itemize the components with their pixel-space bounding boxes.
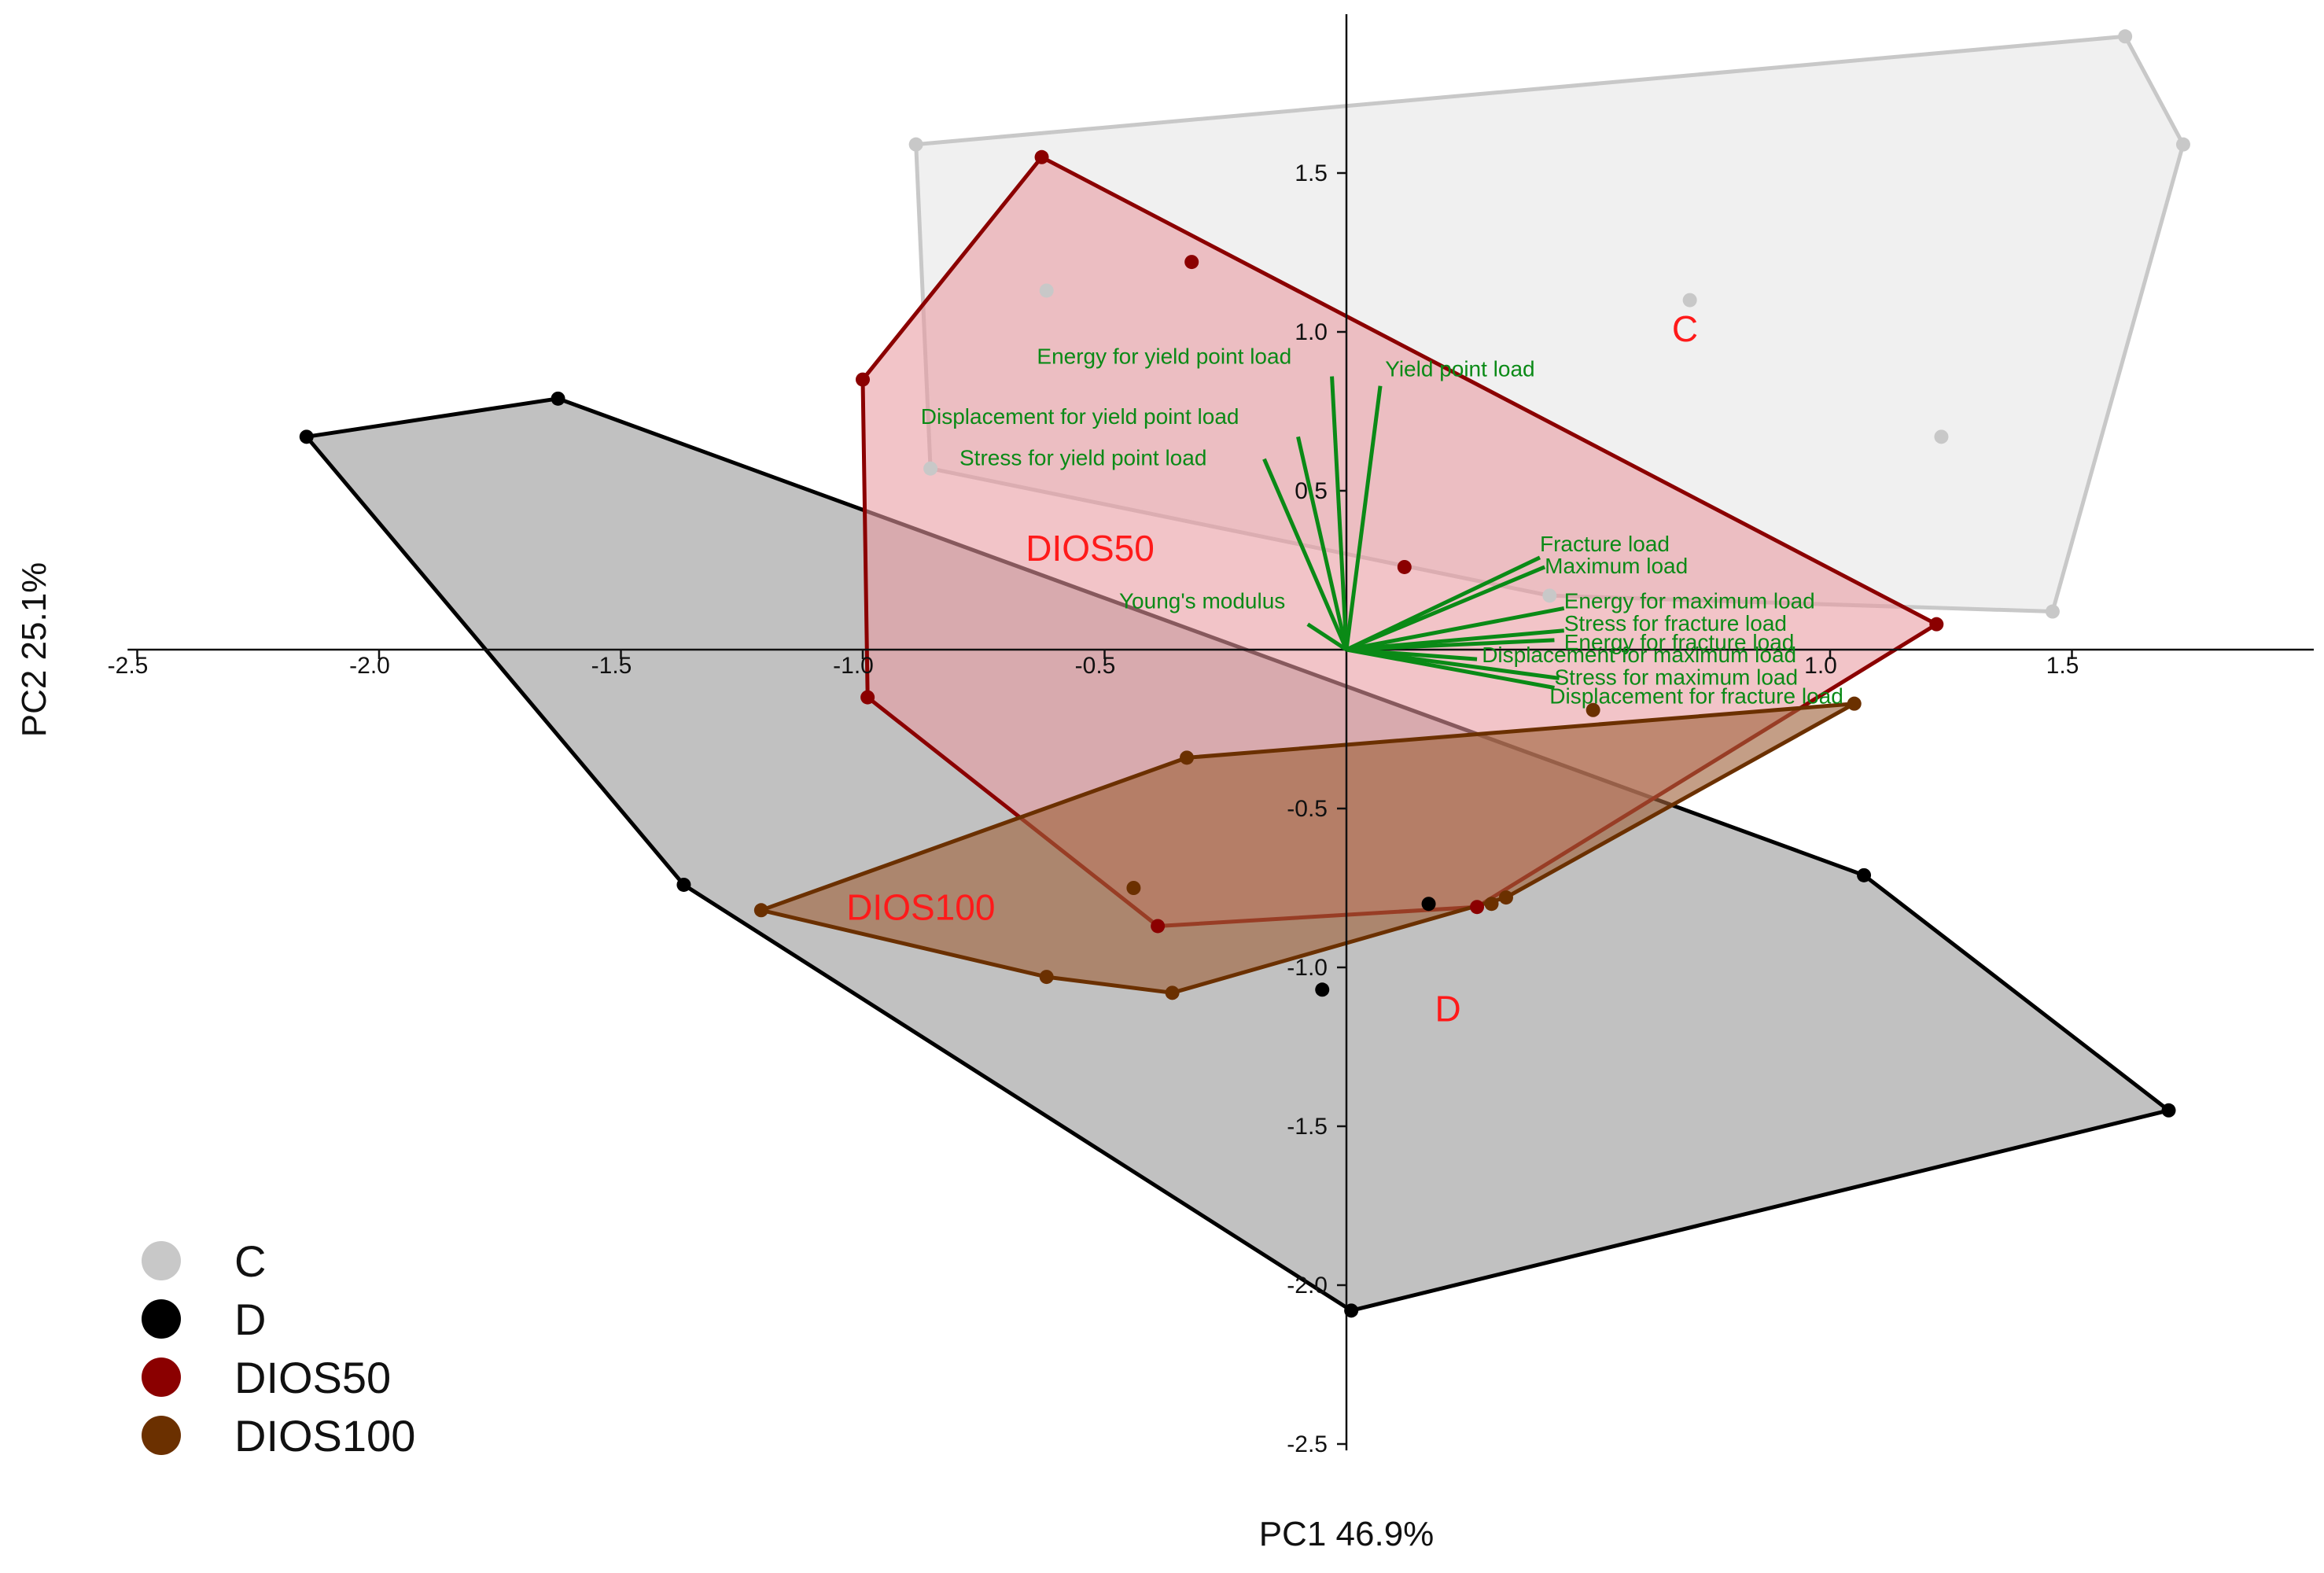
legend: CD DIOS50 DIOS100 <box>142 1236 415 1461</box>
loading-label-fracture-load: Fracture load <box>1540 532 1670 556</box>
y-tick-label: 1.0 <box>1295 319 1328 345</box>
legend-label-d: D <box>234 1295 266 1344</box>
loading-label-energy-for-maximum-load: Energy for maximum load <box>1564 588 1815 613</box>
loading-label-energy-for-yield-point-load: Energy for yield point load <box>1037 344 1291 368</box>
x-tick-label: -2.0 <box>349 653 390 679</box>
y-tick-label: -2.5 <box>1287 1431 1328 1457</box>
group-label-dios100: DIOS100 <box>846 886 995 927</box>
point-dios100 <box>1498 890 1513 905</box>
loading-label-maximum-load: Maximum load <box>1545 554 1688 578</box>
loading-vector-yield-point-load <box>1344 385 1383 650</box>
loading-vectors: Energy for yield point load Yield point l… <box>921 344 1843 708</box>
loading-label-stress-for-maximum-load: Stress for maximum load <box>1554 665 1798 689</box>
loading-vector-young-s-modulus <box>1306 622 1348 652</box>
point-dios100 <box>753 903 768 918</box>
point-dios50 <box>1397 559 1412 574</box>
point-c <box>923 461 938 476</box>
loading-label-stress-for-yield-point-load: Stress for yield point load <box>959 446 1206 470</box>
point-dios50 <box>1929 617 1944 632</box>
point-d <box>676 877 691 892</box>
y-tick-label: -1.5 <box>1287 1114 1328 1140</box>
loading-vector-energy-for-fracture-load <box>1346 638 1555 652</box>
y-tick-label: -2.0 <box>1287 1273 1328 1299</box>
x-tick-label: 1.0 <box>1804 653 1837 679</box>
point-d <box>551 391 565 406</box>
loading-label-young-s-modulus: Young's modulus <box>1119 588 1285 613</box>
point-dios100 <box>1180 750 1195 765</box>
loading-vector-energy-for-maximum-load <box>1346 606 1565 652</box>
point-dios100 <box>1847 696 1862 711</box>
legend-label-dios100: DIOS100 <box>234 1411 415 1461</box>
loading-label-yield-point-load: Yield point load <box>1385 357 1534 381</box>
legend-marker-dios50 <box>142 1357 181 1397</box>
loading-vector-maximum-load <box>1346 565 1546 652</box>
point-c <box>1934 429 1949 444</box>
point-c <box>2118 29 2133 44</box>
point-c <box>1682 293 1697 308</box>
point-d <box>1421 897 1436 912</box>
point-c <box>908 137 923 152</box>
point-dios50 <box>856 372 870 387</box>
loading-vector-displacement-for-yield-point-load <box>1296 436 1349 650</box>
point-d <box>2161 1103 2176 1118</box>
point-d <box>299 429 314 444</box>
y-axis-title: PC2 25.1% <box>15 562 53 738</box>
legend-label-c: C <box>234 1236 266 1286</box>
point-dios50 <box>1034 149 1049 164</box>
loading-label-stress-for-fracture-load: Stress for fracture load <box>1564 611 1787 635</box>
x-tick-label: -0.5 <box>1075 653 1116 679</box>
point-d <box>1315 982 1330 997</box>
point-c <box>1039 283 1054 298</box>
loading-label-energy-for-fracture-load: Energy for fracture load <box>1564 630 1795 654</box>
y-tick-label: -0.5 <box>1287 796 1328 822</box>
data-points <box>299 29 2190 1318</box>
point-dios100 <box>1126 881 1141 895</box>
point-dios50 <box>1184 255 1199 270</box>
group-label-d: D <box>1435 989 1461 1030</box>
legend-marker-d <box>142 1299 181 1339</box>
group-hulls <box>304 34 2186 1313</box>
x-tick-label: -1.5 <box>591 653 632 679</box>
legend-marker-dios100 <box>142 1416 181 1455</box>
point-d <box>1344 1303 1359 1318</box>
point-dios100 <box>1165 985 1180 1000</box>
loading-vector-stress-for-yield-point-load <box>1262 458 1349 650</box>
x-tick-label: -1.0 <box>833 653 874 679</box>
group-labels: C D DIOS50 DIOS100 <box>846 308 1698 1030</box>
loading-vector-energy-for-yield-point-load <box>1330 376 1349 650</box>
point-dios50 <box>860 690 875 705</box>
point-d <box>1857 868 1872 882</box>
x-tick-label: -2.5 <box>108 653 149 679</box>
group-label-dios50: DIOS50 <box>1026 528 1155 569</box>
x-tick-label: 1.5 <box>2046 653 2079 679</box>
legend-label-dios50: DIOS50 <box>234 1353 391 1402</box>
point-dios100 <box>1586 702 1600 717</box>
loading-label-displacement-for-yield-point-load: Displacement for yield point load <box>921 404 1239 429</box>
point-c <box>2175 137 2190 152</box>
point-dios50 <box>1151 919 1166 934</box>
point-c <box>1542 588 1557 603</box>
loading-vector-displacement-for-fracture-load <box>1346 647 1555 690</box>
point-dios100 <box>1484 897 1499 912</box>
y-tick-label: -1.0 <box>1287 955 1328 981</box>
loading-label-displacement-for-fracture-load: Displacement for fracture load <box>1549 684 1843 709</box>
point-c <box>2045 604 2060 619</box>
group-label-c: C <box>1672 308 1698 349</box>
legend-marker-c <box>142 1241 181 1280</box>
point-dios100 <box>1039 970 1054 985</box>
loading-label-displacement-for-maximum-load: Displacement for maximum load <box>1482 643 1796 667</box>
axes: -2.5-2.0-1.5-1.0-0.51.01.51.51.00.5-0.5-… <box>108 14 2314 1457</box>
x-axis-title: PC1 46.9% <box>1259 1515 1435 1553</box>
y-tick-label: 1.5 <box>1295 160 1328 186</box>
point-dios50 <box>1470 900 1485 915</box>
